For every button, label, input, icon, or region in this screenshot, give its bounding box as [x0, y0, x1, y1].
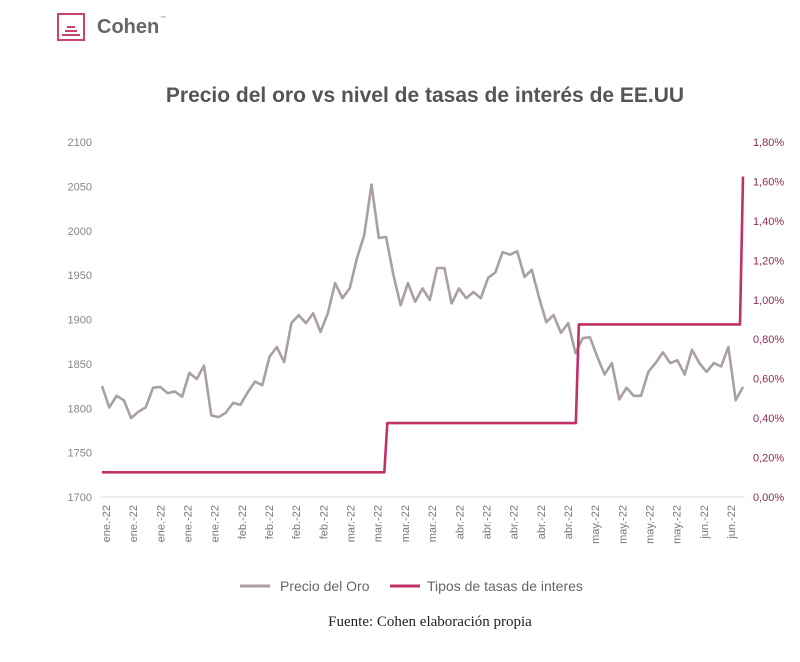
interest-rate-line — [102, 176, 745, 474]
y-left-tick-label: 2050 — [68, 181, 92, 193]
x-tick-label: may.-22 — [590, 505, 602, 544]
legend-label-rate: Tipos de tasas de interes — [427, 578, 583, 594]
x-tick-label: may.-22 — [644, 505, 656, 544]
y-right-tick-label: 0,20% — [753, 453, 784, 465]
y-left-tick-label: 1850 — [68, 359, 92, 371]
y-left-tick-label: 2000 — [68, 226, 92, 238]
x-tick-label: mar.-22 — [373, 505, 385, 542]
x-tick-label: abr.-22 — [481, 505, 493, 539]
x-tick-label: abr.-22 — [509, 505, 521, 539]
source-note: Fuente: Cohen elaboración propia — [328, 614, 532, 630]
y-left-tick-label: 1700 — [68, 492, 92, 504]
x-tick-label: feb.-22 — [264, 505, 276, 539]
y-right-tick-label: 0,80% — [753, 334, 784, 346]
x-tick-label: ene.-22 — [128, 505, 140, 542]
y-left-tick-label: 1800 — [68, 403, 92, 415]
x-tick-label: jun.-22 — [726, 505, 738, 540]
x-tick-label: may.-22 — [672, 505, 684, 544]
x-tick-label: feb.-22 — [237, 505, 249, 539]
x-tick-label: may.-22 — [617, 505, 629, 544]
y-right-tick-label: 1,20% — [753, 255, 784, 267]
y-right-tick-label: 1,00% — [753, 295, 784, 307]
y-right-tick-label: 1,80% — [753, 137, 784, 149]
gold-price-line — [100, 183, 745, 420]
chart-title: Precio del oro vs nivel de tasas de inte… — [165, 84, 685, 107]
x-tick-label: feb.-22 — [318, 505, 330, 539]
x-tick-label: ene.-22 — [183, 505, 195, 542]
x-tick-label: feb.-22 — [291, 505, 303, 539]
x-tick-label: abr.-22 — [454, 505, 466, 539]
x-tick-label: abr.-22 — [536, 505, 548, 539]
x-tick-label: ene.-22 — [101, 505, 113, 542]
logo-icon — [57, 13, 85, 41]
logo-text: Cohen™ — [97, 15, 167, 38]
y-right-tick-label: 0,60% — [753, 374, 784, 386]
y-right-tick-label: 0,00% — [753, 492, 784, 504]
y-right-tick-label: 1,40% — [753, 216, 784, 228]
x-tick-label: abr.-22 — [563, 505, 575, 539]
y-right-tick-label: 1,60% — [753, 176, 784, 188]
x-tick-label: mar.-22 — [400, 505, 412, 542]
cohen-logo: Cohen™ — [57, 13, 166, 41]
x-tick-label: mar.-22 — [346, 505, 358, 542]
y-left-tick-label: 2100 — [68, 137, 92, 149]
x-tick-label: jun.-22 — [699, 505, 711, 540]
x-tick-label: mar.-22 — [427, 505, 439, 542]
x-tick-label: ene.-22 — [210, 505, 222, 542]
legend-label-gold: Precio del Oro — [280, 578, 370, 594]
y-left-tick-label: 1750 — [68, 448, 92, 460]
x-tick-label: ene.-22 — [155, 505, 167, 542]
y-right-tick-label: 0,40% — [753, 413, 784, 425]
y-left-tick-label: 1900 — [68, 315, 92, 327]
y-left-tick-label: 1950 — [68, 270, 92, 282]
legend: Precio del Oro Tipos de tasas de interes — [240, 578, 583, 594]
